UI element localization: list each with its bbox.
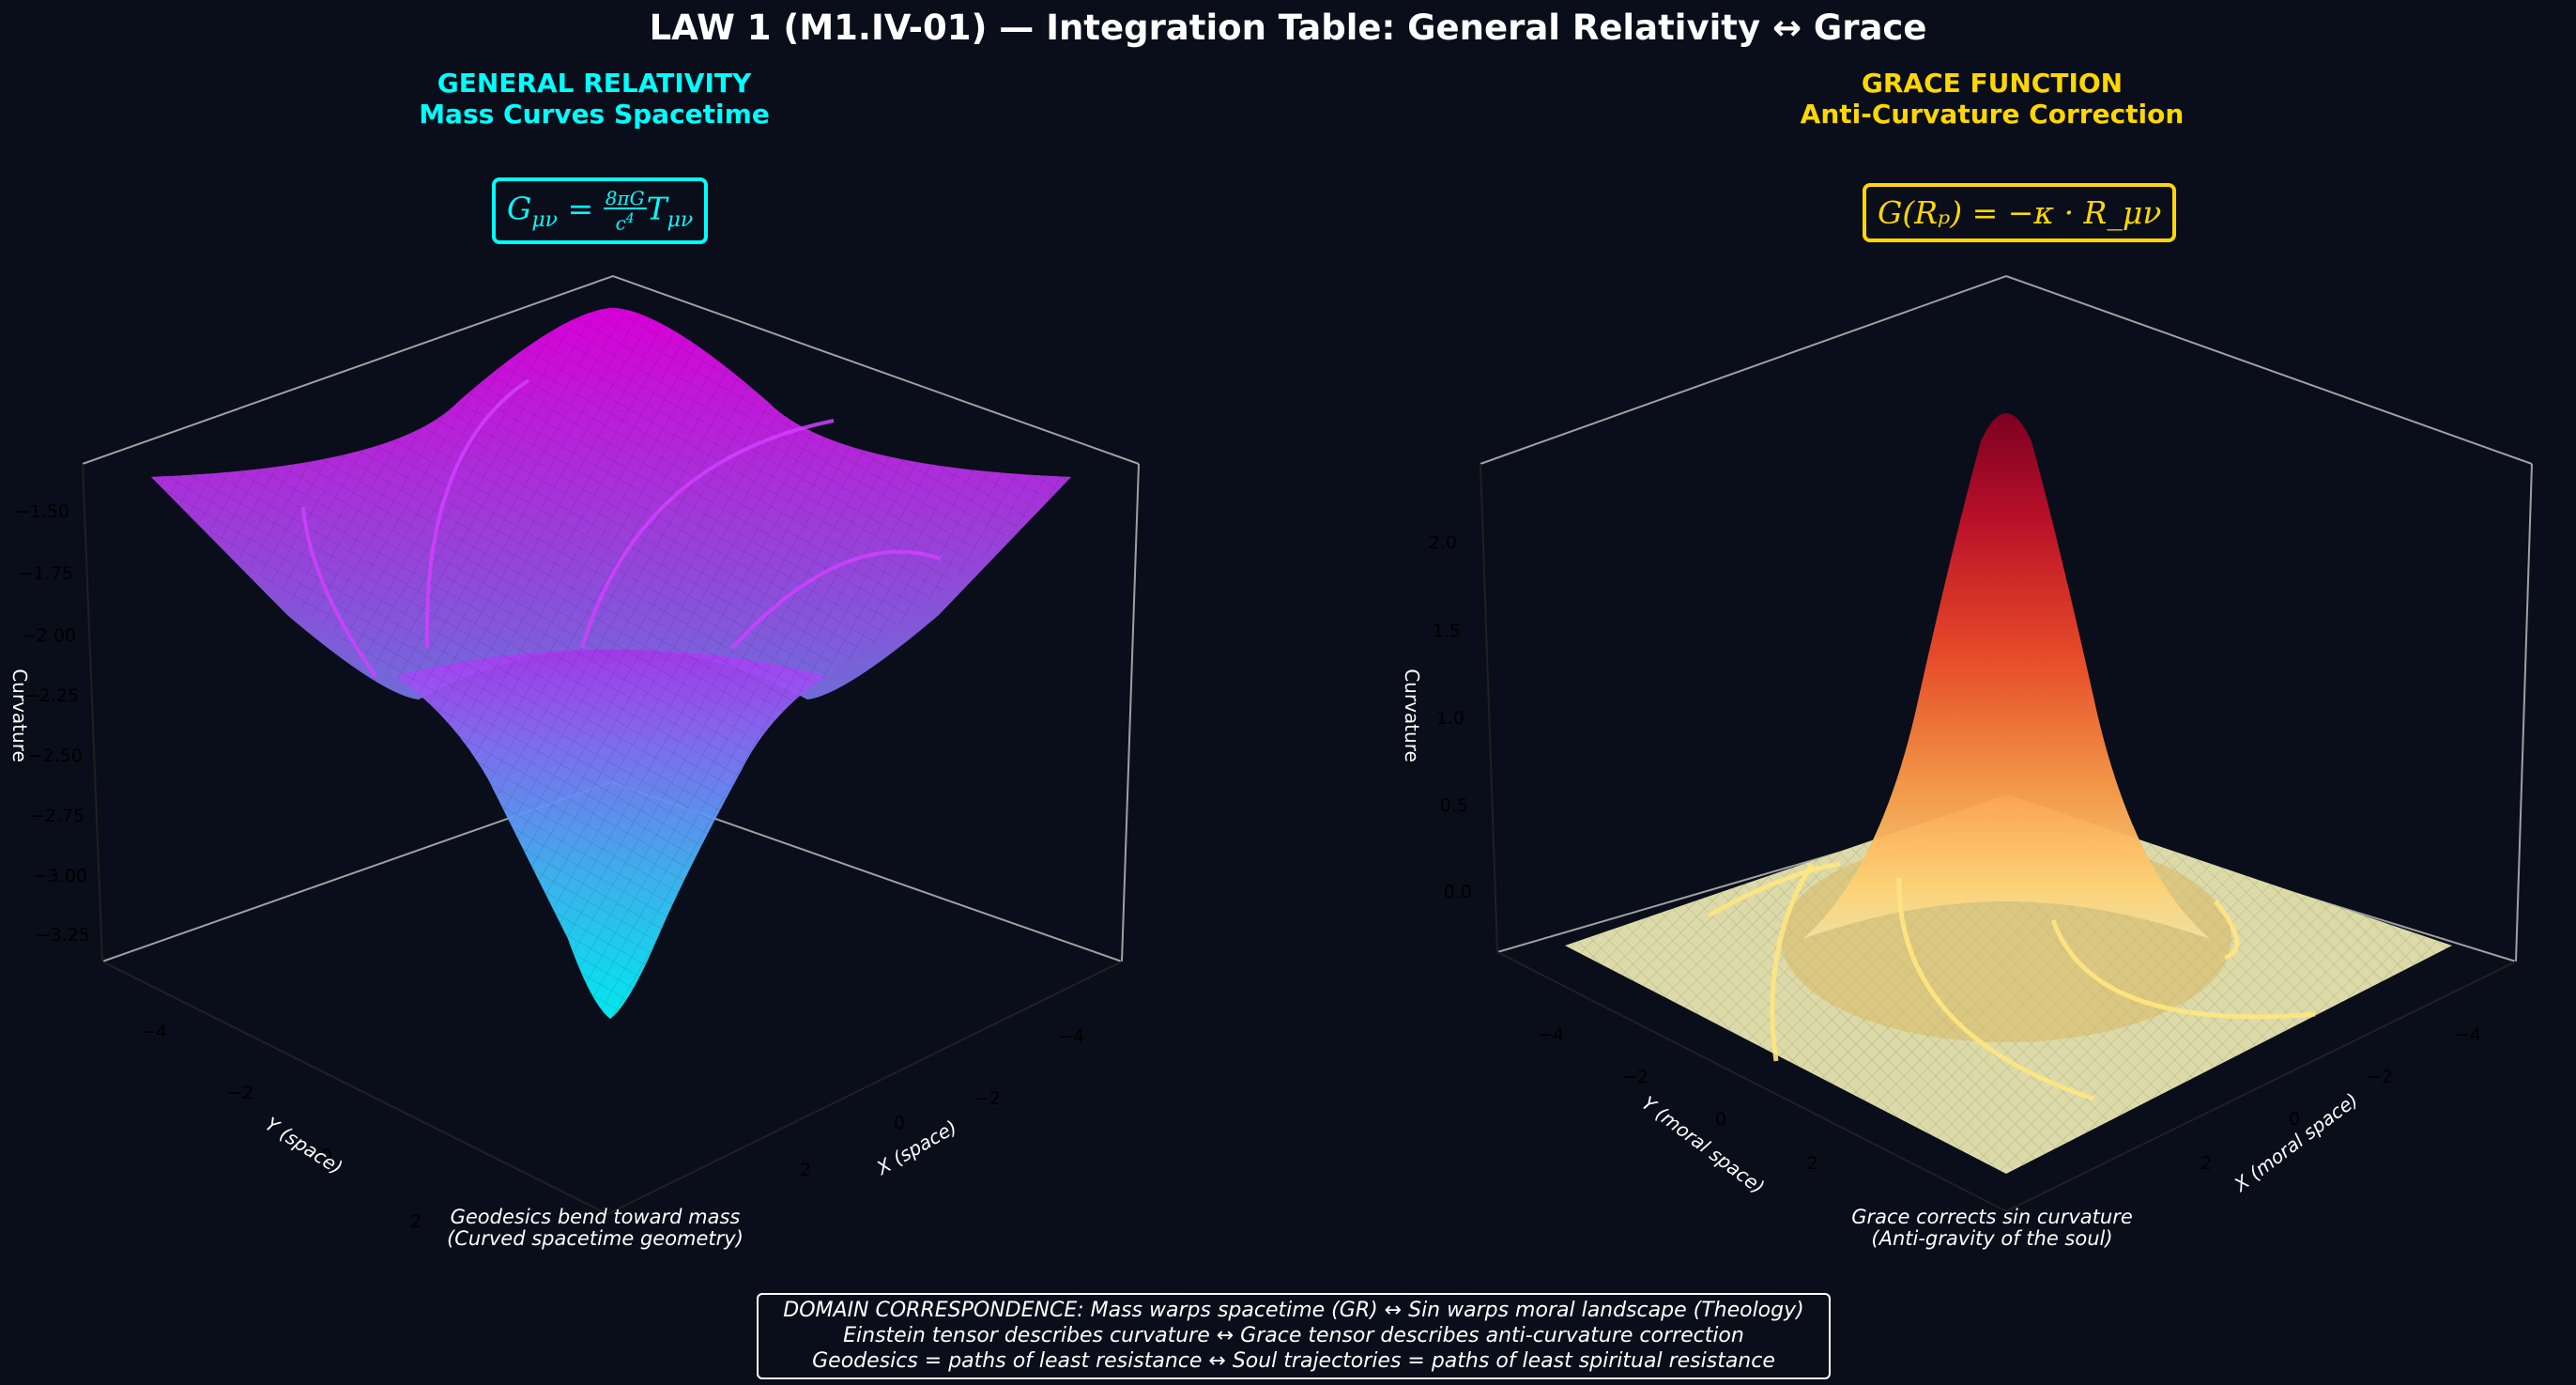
z-tick: 0.0 <box>1444 882 1472 902</box>
left-caption-line1: Geodesics bend toward mass <box>450 1206 741 1228</box>
right-panel-title: GRACE FUNCTION <box>1861 68 2124 99</box>
y-tick: −2 <box>227 1083 253 1103</box>
right-x-axis-label: X (moral space) <box>2229 1088 2362 1196</box>
z-tick: −2.50 <box>28 746 83 766</box>
soul-trajectory-curves <box>1707 861 2316 1101</box>
left-axis-lines <box>82 463 1123 1215</box>
right-z-ticks: 2.0 1.5 1.0 0.5 0.0 <box>1429 532 1472 902</box>
footer-line3: Geodesics = paths of least resistance ↔ … <box>812 1349 1775 1373</box>
right-3d-plot: 2.0 1.5 1.0 0.5 0.0 Curvature −4 −2 0 2 … <box>1401 274 2533 1212</box>
eq-den-exp: 4 <box>625 211 635 226</box>
left-y-ticks: −4 −2 0 2 <box>141 1022 422 1232</box>
y-tick: 0 <box>321 1146 332 1166</box>
y-tick: 2 <box>1807 1153 1818 1174</box>
geodesic-curves <box>301 378 942 678</box>
left-panel-heading: GENERAL RELATIVITY Mass Curves Spacetime <box>313 68 876 130</box>
right-panel-heading: GRACE FUNCTION Anti-Curvature Correction <box>1710 68 2274 130</box>
right-y-ticks: −4 −2 0 2 <box>1538 1024 1818 1174</box>
left-z-ticks: −1.50 −1.75 −2.00 −2.25 −2.50 −2.75 −3.0… <box>15 501 90 946</box>
eq-fraction: 8πG c4 <box>603 187 647 233</box>
eq-den-base: c <box>615 211 626 235</box>
eq-denominator: c4 <box>604 209 647 233</box>
right-caption: Grace corrects sin curvature (Anti-gravi… <box>1710 1207 2274 1250</box>
y-tick: 2 <box>410 1211 422 1232</box>
grace-peak-surface <box>1802 413 2210 939</box>
x-tick: 0 <box>894 1113 905 1133</box>
z-tick: −3.00 <box>33 866 87 886</box>
left-x-ticks: −4 −2 0 2 <box>800 1026 1084 1180</box>
z-tick: −1.50 <box>15 501 69 522</box>
left-x-axis-label: X (space) <box>872 1116 961 1179</box>
right-panel-subtitle: Anti-Curvature Correction <box>1800 99 2185 130</box>
z-tick: 2.0 <box>1429 532 1457 553</box>
figure-title: LAW 1 (M1.IV-01) — Integration Table: Ge… <box>649 8 1927 48</box>
z-tick: −2.25 <box>24 685 79 706</box>
x-tick: −2 <box>2367 1067 2393 1087</box>
right-x-ticks: −4 −2 0 2 <box>2200 1024 2481 1174</box>
z-tick: −1.75 <box>19 563 73 584</box>
x-tick: −4 <box>2455 1024 2481 1045</box>
z-tick: −2.00 <box>22 625 76 646</box>
eq-lhs-sub: μν <box>531 208 559 232</box>
y-tick: −2 <box>1622 1067 1648 1087</box>
y-tick: 0 <box>1715 1109 1726 1130</box>
eq-numerator: 8πG <box>603 187 647 209</box>
left-panel-title: GENERAL RELATIVITY <box>437 68 752 99</box>
left-3d-plot: −1.50 −1.75 −2.00 −2.25 −2.50 −2.75 −3.0… <box>8 274 1140 1232</box>
x-tick: 2 <box>2200 1153 2212 1174</box>
z-tick: 1.0 <box>1436 708 1464 729</box>
footer-line2: Einstein tensor describes curvature ↔ Gr… <box>843 1324 1744 1347</box>
right-caption-line1: Grace corrects sin curvature <box>1851 1206 2133 1228</box>
left-caption: Geodesics bend toward mass (Curved space… <box>314 1207 877 1250</box>
z-tick: 0.5 <box>1440 795 1468 816</box>
eq-rhs: T <box>646 190 667 227</box>
grace-equation-box: G(Rₚ) = −κ · R_μν <box>1863 183 2177 242</box>
left-panel-subtitle: Mass Curves Spacetime <box>419 99 770 130</box>
x-tick: 2 <box>800 1160 811 1180</box>
footer-line1: DOMAIN CORRESPONDENCE: Mass warps spacet… <box>783 1299 1804 1322</box>
eq-lhs: G <box>507 190 532 227</box>
y-tick: −4 <box>1538 1024 1564 1045</box>
y-tick: −4 <box>141 1022 167 1042</box>
right-axis-lines <box>1480 463 2517 1212</box>
left-z-axis-label: Curvature <box>8 669 31 762</box>
z-tick: 1.5 <box>1433 621 1461 641</box>
eq-equals: = <box>567 190 594 227</box>
einstein-equation-box: Gμν = 8πG c4 Tμν <box>492 177 709 244</box>
x-tick: −2 <box>974 1088 1001 1109</box>
left-y-axis-label: Y (space) <box>261 1113 346 1179</box>
eq-rhs-sub: μν <box>667 208 694 232</box>
right-z-axis-label: Curvature <box>1401 669 1423 762</box>
z-tick: −3.25 <box>36 925 90 946</box>
left-caption-line2: (Curved spacetime geometry) <box>447 1227 744 1250</box>
surface-mesh <box>151 308 1071 1019</box>
z-tick: −2.75 <box>30 806 84 826</box>
right-y-axis-label: Y (moral space) <box>1637 1092 1769 1199</box>
domain-correspondence-box: DOMAIN CORRESPONDENCE: Mass warps spacet… <box>757 1293 1831 1379</box>
x-tick: 0 <box>2289 1109 2300 1130</box>
x-tick: −4 <box>1058 1026 1084 1047</box>
right-caption-line2: (Anti-gravity of the soul) <box>1871 1227 2113 1250</box>
